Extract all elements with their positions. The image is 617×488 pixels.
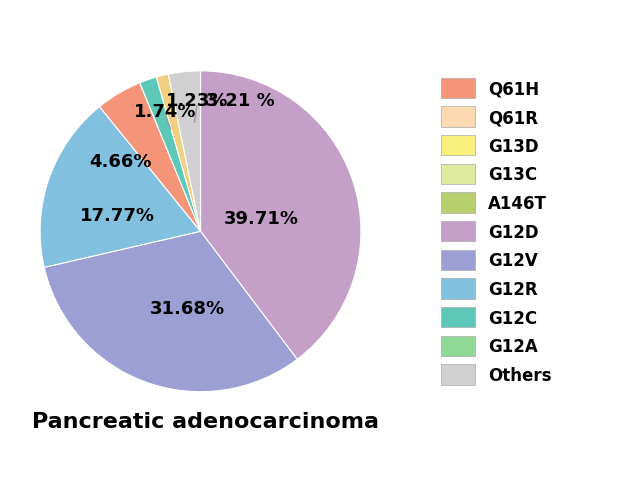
Wedge shape: [40, 107, 201, 268]
Wedge shape: [201, 72, 361, 360]
Wedge shape: [99, 83, 201, 232]
Text: 3.21 %: 3.21 %: [206, 92, 275, 109]
Wedge shape: [44, 232, 297, 392]
Text: 1.74%: 1.74%: [134, 103, 196, 121]
Wedge shape: [140, 78, 201, 232]
Wedge shape: [168, 72, 201, 232]
Text: 17.77%: 17.77%: [80, 207, 155, 225]
Wedge shape: [156, 75, 201, 232]
Text: 31.68%: 31.68%: [150, 300, 225, 318]
Legend: Q61H, Q61R, G13D, G13C, A146T, G12D, G12V, G12R, G12C, G12A, Others: Q61H, Q61R, G13D, G13C, A146T, G12D, G12…: [442, 79, 552, 385]
Text: Pancreatic adenocarcinoma: Pancreatic adenocarcinoma: [32, 411, 379, 431]
Text: 1.23%: 1.23%: [166, 92, 228, 109]
Text: 4.66%: 4.66%: [89, 152, 152, 170]
Text: 39.71%: 39.71%: [224, 210, 299, 228]
